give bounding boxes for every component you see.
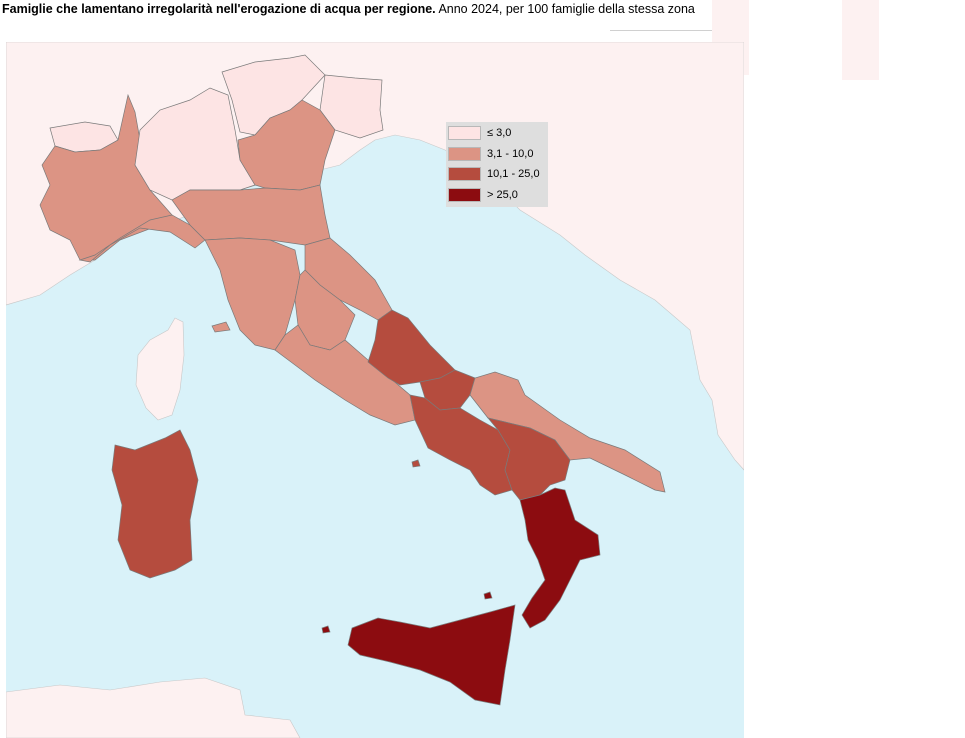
foreign-land-africa xyxy=(6,677,301,738)
island-ischia xyxy=(411,459,421,468)
legend-swatch xyxy=(448,187,481,202)
map-background-strip-right xyxy=(842,0,879,80)
map-title-subtitle: Anno 2024, per 100 famiglie della stessa… xyxy=(435,2,695,16)
legend-item: > 25,0 xyxy=(446,185,548,206)
title-divider xyxy=(610,30,712,31)
legend-label: > 25,0 xyxy=(487,188,518,201)
legend-label: 10,1 - 25,0 xyxy=(487,168,540,181)
region-lazio xyxy=(274,324,416,426)
legend-label: ≤ 3,0 xyxy=(487,127,512,140)
region-calabria xyxy=(519,487,601,629)
legend-item: ≤ 3,0 xyxy=(446,123,548,144)
island-pantelleria xyxy=(321,625,331,634)
region-sicilia xyxy=(347,604,516,706)
map-svg xyxy=(6,42,744,738)
legend-item: 3,1 - 10,0 xyxy=(446,144,548,165)
map-legend: ≤ 3,0 3,1 - 10,0 10,1 - 25,0 > 25,0 xyxy=(446,122,548,207)
legend-swatch xyxy=(448,146,481,161)
island-elba xyxy=(211,321,231,333)
region-basilicata xyxy=(487,417,571,501)
legend-swatch xyxy=(448,167,481,182)
legend-swatch xyxy=(448,126,481,141)
map-title: Famiglie che lamentano irregolarità nell… xyxy=(2,2,695,16)
map-title-main: Famiglie che lamentano irregolarità nell… xyxy=(2,2,436,16)
legend-label: 3,1 - 10,0 xyxy=(487,147,534,160)
foreign-land-corsica xyxy=(135,317,185,421)
region-veneto xyxy=(237,99,336,191)
region-sardegna xyxy=(111,429,199,579)
legend-item: 10,1 - 25,0 xyxy=(446,164,548,185)
choropleth-map xyxy=(6,42,744,738)
island-lipari xyxy=(483,591,493,600)
